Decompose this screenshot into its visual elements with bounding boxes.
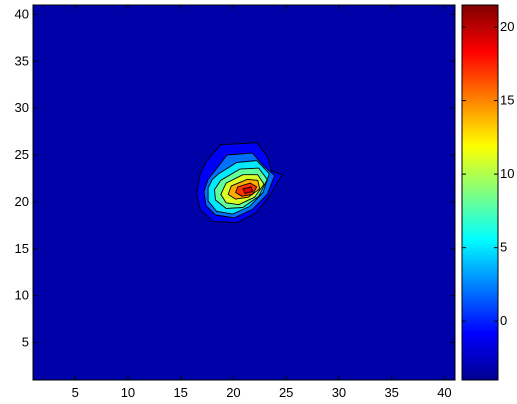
contour-layer [196,142,283,223]
x-tick-label: 30 [332,385,346,400]
plot-frame [32,4,456,381]
x-axis: 5 10 15 20 25 30 35 40 [72,5,452,400]
x-tick-label: 25 [279,385,293,400]
colorbar [461,4,499,381]
colorbar-axis: 0 5 10 15 20 [462,19,514,328]
colorbar-tick-label: 5 [500,240,507,255]
x-tick-label: 15 [173,385,187,400]
x-tick-label: 35 [384,385,398,400]
x-tick-label: 20 [226,385,240,400]
y-tick-label: 25 [15,147,29,162]
y-tick-label: 20 [15,194,29,209]
y-tick-label: 40 [15,6,29,21]
x-tick-label: 5 [72,385,79,400]
y-tick-label: 5 [22,335,29,350]
y-tick-label: 35 [15,53,29,68]
colorbar-tick-label: 15 [500,93,514,108]
x-tick-label: 40 [437,385,451,400]
x-tick-label: 10 [121,385,135,400]
y-tick-label: 10 [15,288,29,303]
contour-level-8 [242,186,253,194]
y-axis: 5 10 15 20 25 30 35 40 [15,6,455,350]
y-tick-label: 15 [15,241,29,256]
y-tick-label: 30 [15,100,29,115]
colorbar-tick-label: 10 [500,166,514,181]
colorbar-tick-label: 20 [500,19,514,34]
colorbar-tick-label: 0 [500,313,507,328]
